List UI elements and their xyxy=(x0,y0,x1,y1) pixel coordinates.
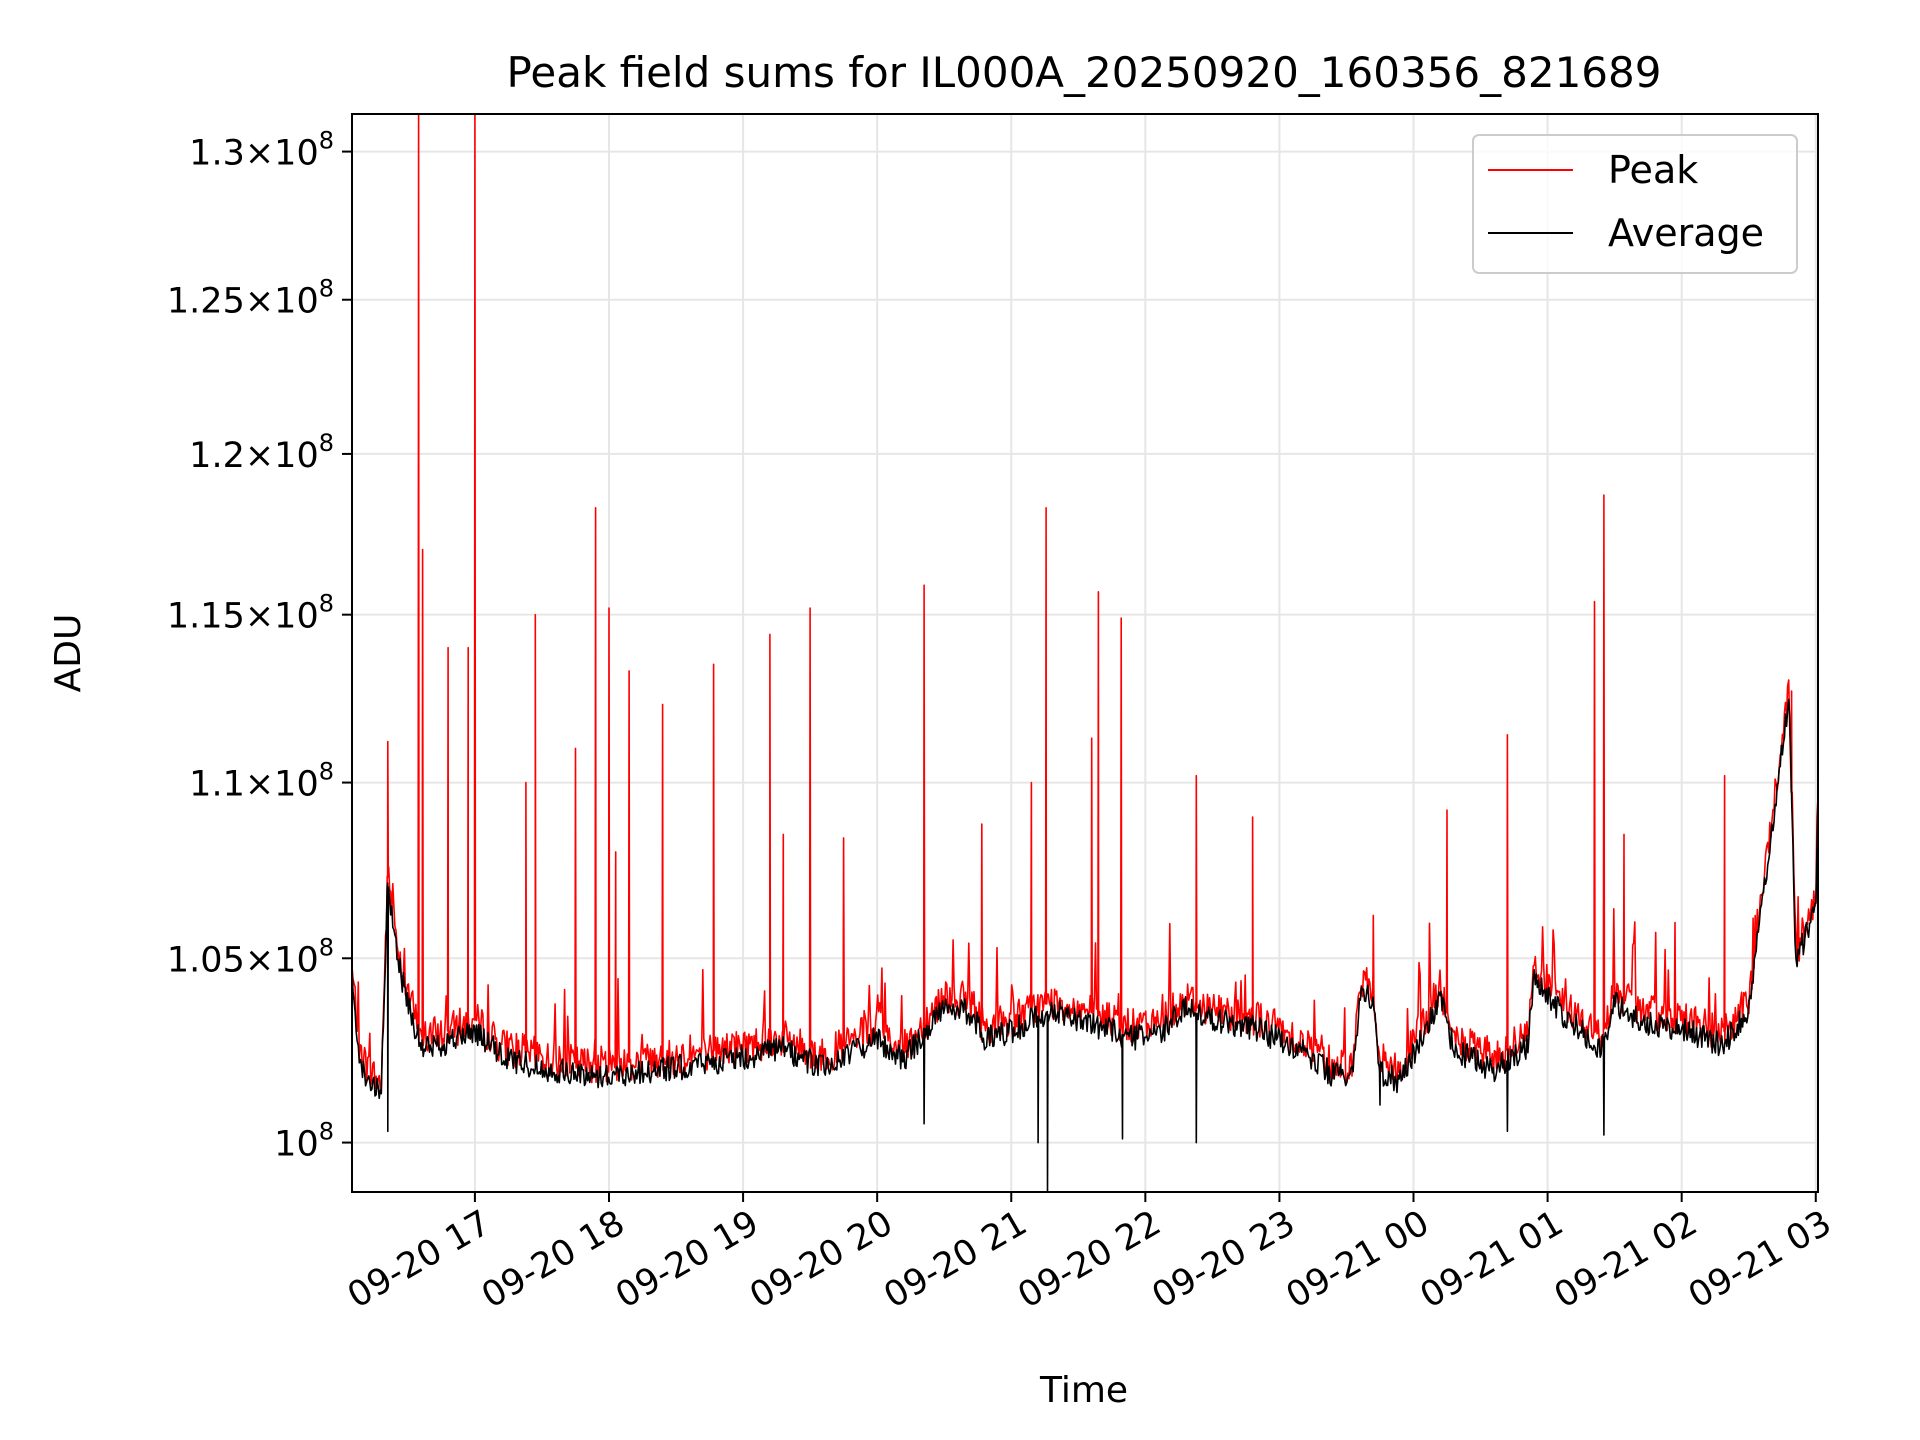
y-tick-label: 108 xyxy=(274,1118,334,1165)
y-tick-label: 1.25×108 xyxy=(167,275,334,322)
y-tick-label: 1.15×108 xyxy=(167,590,334,637)
series-line-average xyxy=(351,698,1819,1193)
x-axis-label: Time xyxy=(1039,1370,1128,1411)
plot-area xyxy=(351,113,1819,1193)
y-tick-label: 1.2×108 xyxy=(189,429,334,476)
y-tick-label: 1.1×108 xyxy=(189,758,334,805)
y-axis: 108 1.05×108 1.1×108 1.15×108 1.2×108 1.25×10… xyxy=(167,127,352,1165)
y-axis-label: ADU xyxy=(48,614,89,693)
legend-peak-label: Peak xyxy=(1608,148,1698,192)
y-tick-label: 1.05×108 xyxy=(167,933,334,980)
legend: Peak Average xyxy=(1472,134,1798,274)
plot-frame xyxy=(351,113,1819,1193)
y-tick-label: 1.3×108 xyxy=(189,127,334,174)
legend-average-label: Average xyxy=(1608,211,1764,255)
chart-title: Peak field sums for IL000A_20250920_1603… xyxy=(507,48,1662,97)
